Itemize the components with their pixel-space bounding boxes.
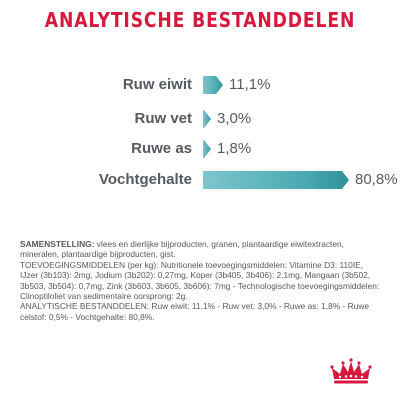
- nutrient-label: Ruw eiwit: [122, 76, 192, 93]
- analytische-paragraph: ANALYTISCHE BESTANDDELEN: Ruw eiwit: 11,…: [20, 301, 370, 322]
- nutrient-row-ruwe-as: Ruwe as 1,8%: [0, 139, 400, 159]
- nutrient-bar: [203, 110, 211, 128]
- nutrient-label: Ruwe as: [131, 140, 192, 157]
- nutrient-bar: [203, 140, 211, 158]
- nutrient-value: 11,1%: [229, 76, 271, 93]
- nutrient-row-vochtgehalte: Vochtgehalte 80,8%: [0, 170, 400, 190]
- nutrient-row-ruw-eiwit: Ruw eiwit 11,1%: [0, 75, 400, 95]
- royal-canin-crown-icon: [330, 358, 372, 384]
- page-title: ANALYTISCHE BESTANDDELEN: [44, 8, 356, 32]
- nutrient-label: Vochtgehalte: [98, 171, 192, 188]
- nutrient-label: Ruw vet: [134, 110, 192, 127]
- nutrient-value: 80,8%: [355, 171, 398, 188]
- nutrient-row-ruw-vet: Ruw vet 3,0%: [0, 109, 400, 129]
- nutrient-value: 3,0%: [217, 110, 252, 127]
- nutrient-value: 1,8%: [217, 140, 252, 157]
- toevoegingsmiddelen-paragraph: TOEVOEGINGSMIDDELEN (per kg): Nutritione…: [20, 259, 380, 302]
- samenstelling-paragraph: SAMENSTELLING: vlees en dierlijke bijpro…: [20, 239, 382, 260]
- samenstelling-text: vlees en dierlijke bijproducten, granen,…: [20, 239, 344, 260]
- composition-text: SAMENSTELLING: vlees en dierlijke bijpro…: [20, 239, 382, 322]
- nutrient-bar: [203, 171, 349, 189]
- nutrient-bar: [203, 76, 223, 94]
- samenstelling-heading: SAMENSTELLING:: [20, 239, 95, 249]
